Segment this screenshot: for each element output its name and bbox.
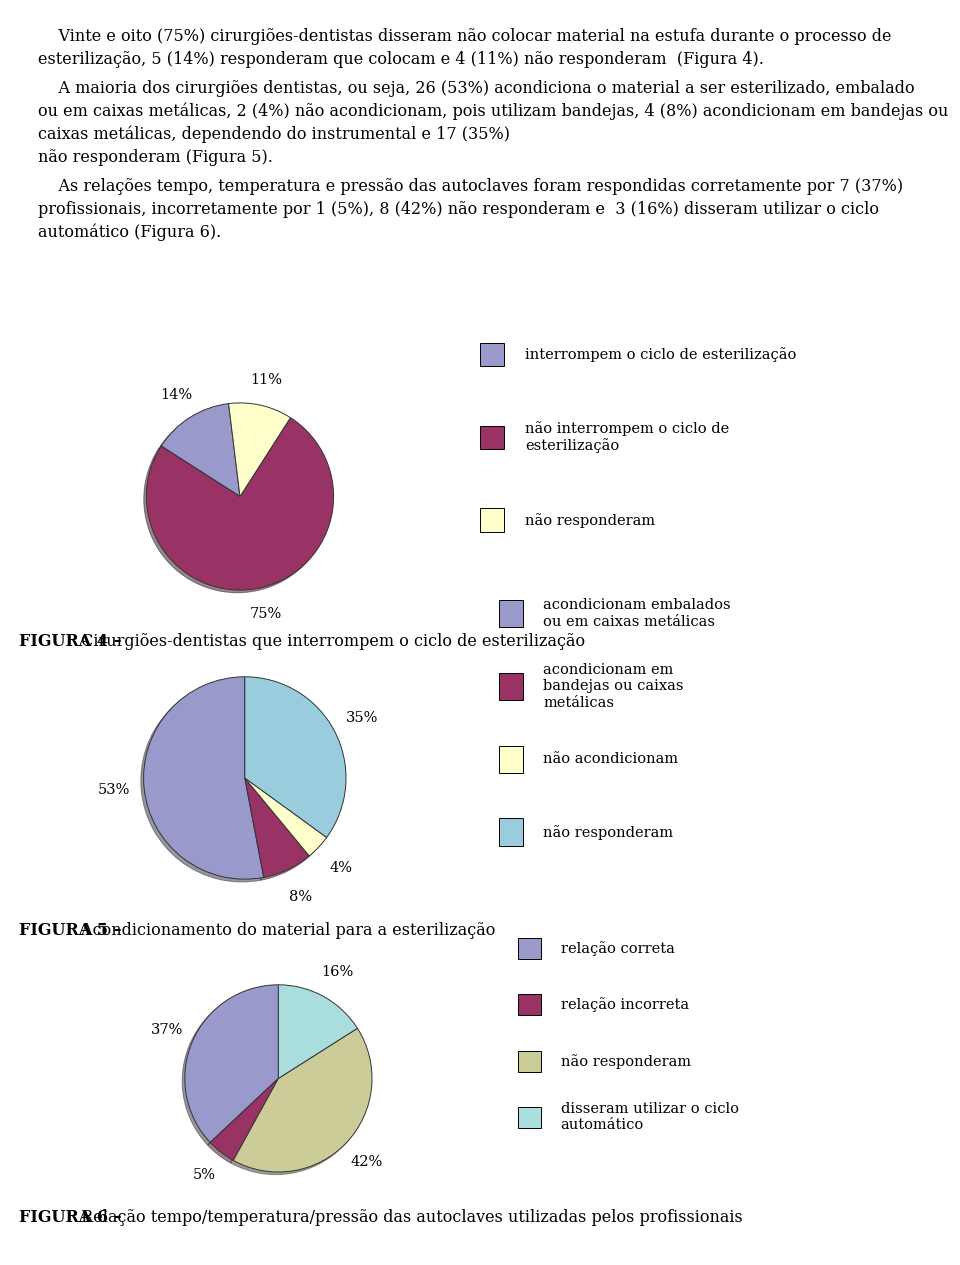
Text: relação correta: relação correta [561,941,675,956]
Text: 5%: 5% [192,1168,215,1182]
Wedge shape [233,1028,372,1171]
Wedge shape [245,778,326,856]
Text: 8%: 8% [289,891,312,904]
Wedge shape [278,984,357,1078]
Text: 42%: 42% [351,1155,383,1169]
Text: ou em caixas metálicas, 2 (4%) não acondicionam, pois utilizam bandejas, 4 (8%) : ou em caixas metálicas, 2 (4%) não acond… [38,102,948,120]
Text: não responderam: não responderam [525,512,656,528]
Text: FIGURA 5 –: FIGURA 5 – [19,922,122,939]
Text: A maioria dos cirurgiões dentistas, ou seja, 26 (53%) acondiciona o material a s: A maioria dos cirurgiões dentistas, ou s… [38,80,915,97]
Bar [499,745,523,773]
Text: 53%: 53% [98,783,130,797]
Wedge shape [146,417,334,589]
Text: não responderam: não responderam [543,825,674,840]
Text: 4%: 4% [329,861,352,875]
Wedge shape [161,404,240,497]
Bar [499,600,523,627]
Bar [480,425,504,449]
Text: 14%: 14% [160,388,192,402]
Text: Acondicionamento do material para a esterilização: Acondicionamento do material para a este… [77,922,495,939]
Bar [480,509,504,531]
Text: Relação tempo/temperatura/pressão das autoclaves utilizadas pelos profissionais: Relação tempo/temperatura/pressão das au… [77,1209,743,1226]
Text: FIGURA 4 –: FIGURA 4 – [19,634,122,650]
Text: 16%: 16% [321,965,353,979]
Text: As relações tempo, temperatura e pressão das autoclaves foram respondidas corret: As relações tempo, temperatura e pressão… [38,178,903,195]
Text: disseram utilizar o ciclo
automático: disseram utilizar o ciclo automático [561,1102,738,1132]
Text: Vinte e oito (75%) cirurgiões-dentistas disseram não colocar material na estufa : Vinte e oito (75%) cirurgiões-dentistas … [38,28,892,44]
Text: acondicionam em
bandejas ou caixas
metálicas: acondicionam em bandejas ou caixas metál… [543,663,684,710]
Wedge shape [184,984,278,1142]
Text: Cirurgiões-dentistas que interrompem o ciclo de esterilização: Cirurgiões-dentistas que interrompem o c… [77,634,586,650]
Text: esterilização, 5 (14%) responderam que colocam e 4 (11%) não responderam  (Figur: esterilização, 5 (14%) responderam que c… [38,51,764,67]
Wedge shape [245,778,309,878]
Bar [480,343,504,366]
Text: não responderam: não responderam [561,1054,691,1069]
Text: 11%: 11% [251,373,282,387]
Wedge shape [210,1078,278,1160]
Bar [518,994,541,1016]
Text: acondicionam embalados
ou em caixas metálicas: acondicionam embalados ou em caixas metá… [543,598,731,629]
Text: profissionais, incorretamente por 1 (5%), 8 (42%) não responderam e  3 (16%) dis: profissionais, incorretamente por 1 (5%)… [38,201,879,218]
Text: 37%: 37% [151,1023,183,1037]
Text: FIGURA 6 –: FIGURA 6 – [19,1209,122,1226]
Text: não responderam (Figura 5).: não responderam (Figura 5). [38,148,274,166]
Text: não acondicionam: não acondicionam [543,753,679,767]
Bar [518,1050,541,1071]
Text: caixas metálicas, dependendo do instrumental e 17 (35%): caixas metálicas, dependendo do instrume… [38,125,511,143]
Bar [518,939,541,959]
Text: 35%: 35% [346,711,378,725]
Wedge shape [245,677,346,837]
Bar [499,818,523,846]
Wedge shape [144,677,264,879]
Text: 75%: 75% [250,606,282,621]
Wedge shape [228,404,291,497]
Text: relação incorreta: relação incorreta [561,998,688,1012]
Text: não interrompem o ciclo de
esterilização: não interrompem o ciclo de esterilização [525,421,730,453]
Text: interrompem o ciclo de esterilização: interrompem o ciclo de esterilização [525,347,797,362]
Bar [499,673,523,700]
Bar [518,1107,541,1128]
Text: automático (Figura 6).: automático (Figura 6). [38,224,222,242]
